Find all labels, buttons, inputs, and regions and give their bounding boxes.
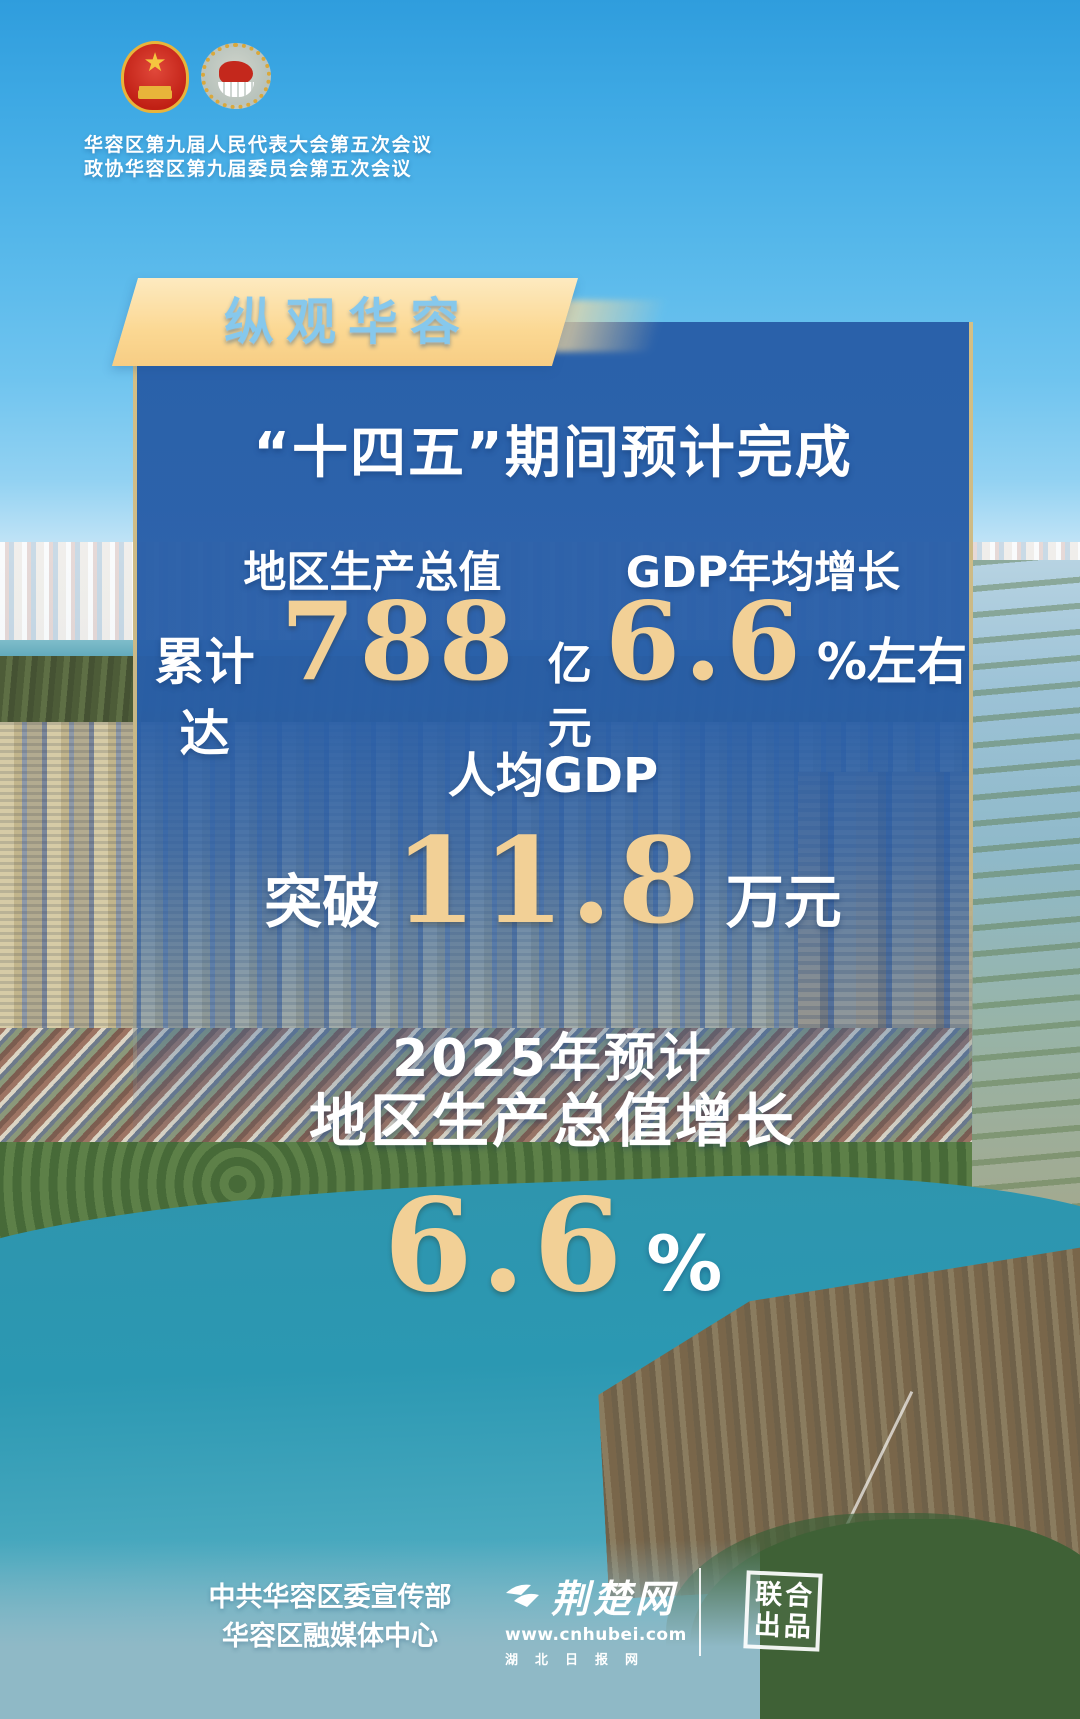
jingchu-logo-name: 荆楚网 [551, 1576, 678, 1621]
emblem-gate [138, 90, 172, 99]
jingchu-bird-icon [506, 1584, 539, 1607]
footer-divider [699, 1568, 701, 1656]
emblem-map-shape [219, 61, 253, 85]
section-banner-title: 纵观华容 [224, 293, 472, 351]
meeting-title-cppcc: 政协华容区第九届委员会第五次会议 [84, 158, 413, 180]
stats-panel: “十四五”期间预计完成 地区生产总值 GDP年均增长 累计达 788 亿元 6.… [133, 322, 973, 1332]
stat-unit: %左右 [816, 633, 967, 691]
jingchu-logo-subtitle: 湖北日报网 [505, 1653, 656, 1668]
joint-production-seal-icon: 联合 出品 [743, 1570, 823, 1652]
stat-label-gdp-growth: GDP年均增长 [625, 548, 901, 598]
right-wetland [972, 560, 1080, 1220]
lake-bottom-left [0, 1539, 760, 1719]
jingchu-logo-head: 荆楚网 [505, 1568, 700, 1623]
publisher-org-1: 中共华容区委宣传部 [208, 1582, 452, 1613]
panel-gold-edge-left [133, 322, 137, 1332]
forecast-value: 6.6 % [133, 1182, 973, 1310]
stat-unit: 亿元 [547, 639, 592, 754]
publisher-orgs: 中共华容区委宣传部 华容区融媒体中心 [175, 1578, 485, 1656]
forecast-percent-sign: % [646, 1219, 723, 1308]
stat-label-grp: 地区生产总值 [243, 548, 502, 598]
national-emblem-icon [121, 41, 189, 113]
cppcc-emblem-icon [201, 43, 271, 109]
stat-value-grp: 累计达 788 亿元 [133, 588, 612, 766]
seal-line-1: 联合 [754, 1578, 816, 1613]
publisher-org-2: 华容区融媒体中心 [222, 1621, 438, 1652]
stat-value-gdp-per-capita: 突破 11.8 万元 [133, 822, 973, 940]
stat-value-gdp-growth: 6.6 %左右 [595, 588, 973, 696]
seal-line-2: 出品 [753, 1609, 815, 1644]
stat-label-gdp-per-capita: 人均GDP [447, 748, 659, 804]
panel-gold-edge-right [969, 322, 973, 1332]
stat-unit: 万元 [725, 868, 842, 936]
stat-number: 11.8 [394, 811, 706, 950]
emblem-star [124, 48, 186, 78]
forecast-line-1: 2025年预计 [392, 1029, 714, 1089]
stat-prefix: 累计达 [154, 633, 255, 763]
meeting-title-npc: 华容区第九届人民代表大会第五次会议 [84, 134, 433, 156]
stat-prefix: 突破 [264, 868, 381, 936]
forecast-line-2: 地区生产总值增长 [308, 1087, 797, 1155]
emblem-globe-shape [218, 82, 254, 97]
jingchu-logo-url: www.cnhubei.com [505, 1625, 687, 1645]
jingchu-logo: 荆楚网 www.cnhubei.com 湖北日报网 [505, 1568, 700, 1668]
footer: 中共华容区委宣传部 华容区融媒体中心 荆楚网 www.cnhubei.com 湖… [0, 1560, 1080, 1690]
stat-number: 788 [280, 579, 518, 705]
stat-number: 6.6 [604, 579, 805, 705]
panel-title: “十四五”期间预计完成 [253, 421, 853, 486]
panel-background [133, 322, 973, 1332]
forecast-number: 6.6 [383, 1171, 631, 1321]
